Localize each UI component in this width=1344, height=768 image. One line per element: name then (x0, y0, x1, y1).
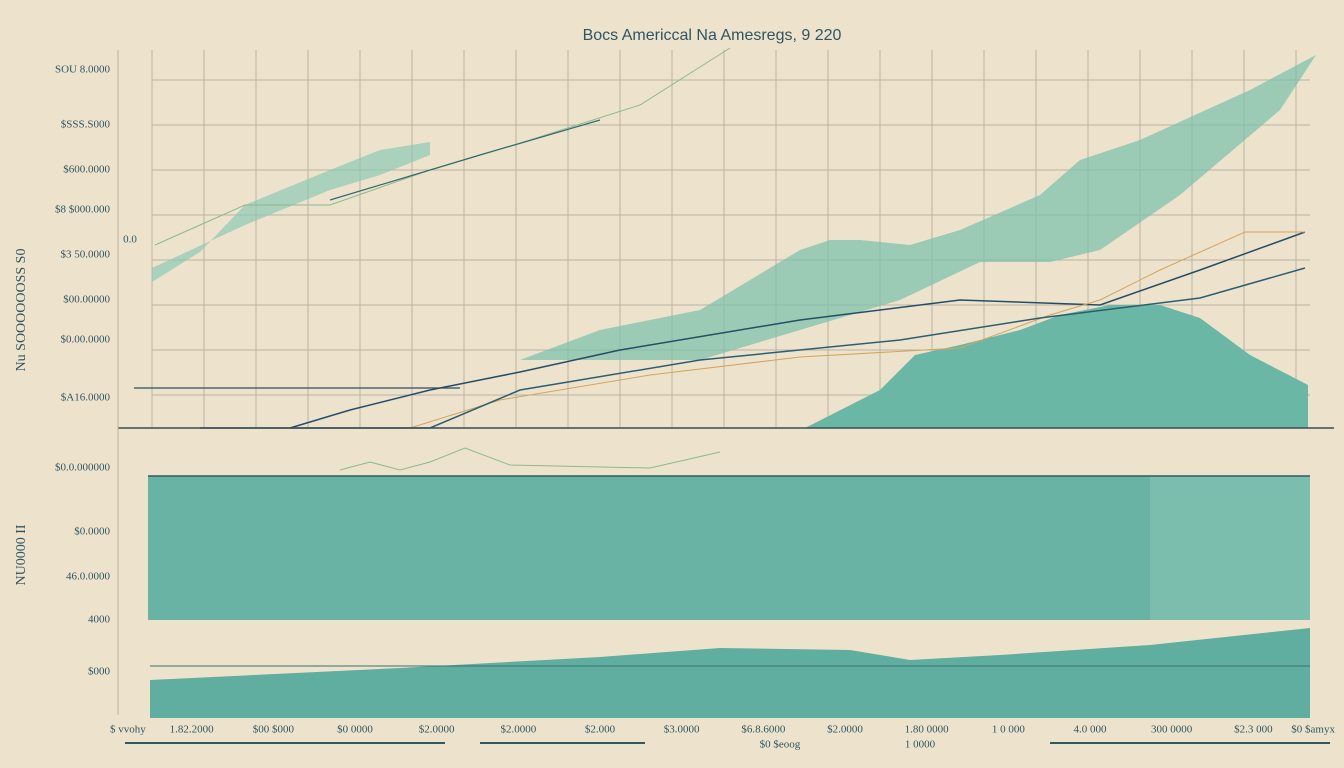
y-tick-label: $600.0000 (63, 164, 110, 176)
y-tick-label: $A16.0000 (61, 392, 111, 404)
y-tick-label: 4000 (88, 614, 111, 626)
y-axis-label: Nu SOOOOOOSS S0 (14, 249, 29, 372)
y-tick-label: $3 50.0000 (61, 249, 111, 261)
x-tick-label: $2.0000 (827, 724, 863, 736)
y-axis-label: NU0000 II (14, 524, 29, 585)
x-tick-label: $0 0000 (337, 724, 373, 736)
y-tick-label: $SSS.S000 (61, 119, 111, 131)
x-tick-label: 1 0 000 (992, 724, 1026, 736)
x-tick-label: $0 $amyx (1291, 724, 1335, 736)
y-tick-label: $0.00.0000 (61, 334, 111, 346)
y-tick-label: $0.0.000000 (55, 462, 111, 474)
area-shape (805, 305, 1308, 428)
y-tick-label: $000 (88, 666, 111, 678)
area-shape (520, 55, 1316, 360)
x-tick-label: $2.3 000 (1234, 724, 1273, 736)
band (1150, 476, 1310, 620)
x-tick-label: $ vvohy (110, 724, 146, 736)
x-tick-label: $00 $000 (253, 724, 295, 736)
y-tick-label: $00.00000 (63, 294, 110, 306)
x-tick-label: $6.8.6000 (741, 724, 786, 736)
side-note: 0.0 (123, 234, 137, 246)
x-tick-label: $3.0000 (664, 724, 700, 736)
x-tick-label: 4.0 000 (1074, 724, 1108, 736)
line (339, 447, 721, 471)
x-tick-label: $2.000 (585, 724, 616, 736)
line (409, 231, 1305, 429)
x-tick-label: 300 0000 (1151, 724, 1193, 736)
chart-title: Bocs Americcal Na Amesregs, 9 220 (583, 27, 842, 44)
line (329, 119, 601, 201)
x-sublabel: $0 $eoog (760, 739, 801, 751)
y-tick-label: SOU 8.0000 (55, 64, 111, 76)
x-sublabel: 1 0000 (905, 739, 936, 751)
band (148, 476, 1310, 620)
area-shape (152, 142, 430, 282)
y-tick-label: $0.0000 (74, 526, 110, 538)
x-tick-label: 1.82.2000 (170, 724, 215, 736)
x-tick-label: $2.0000 (419, 724, 455, 736)
x-tick-label: 1.80 0000 (905, 724, 950, 736)
line (200, 267, 1306, 429)
y-tick-label: $8 $000.000 (55, 204, 111, 216)
area-shape (150, 628, 1310, 718)
line (289, 231, 1306, 429)
y-tick-label: 46.0.0000 (66, 571, 111, 583)
x-tick-label: $2.0000 (500, 724, 536, 736)
